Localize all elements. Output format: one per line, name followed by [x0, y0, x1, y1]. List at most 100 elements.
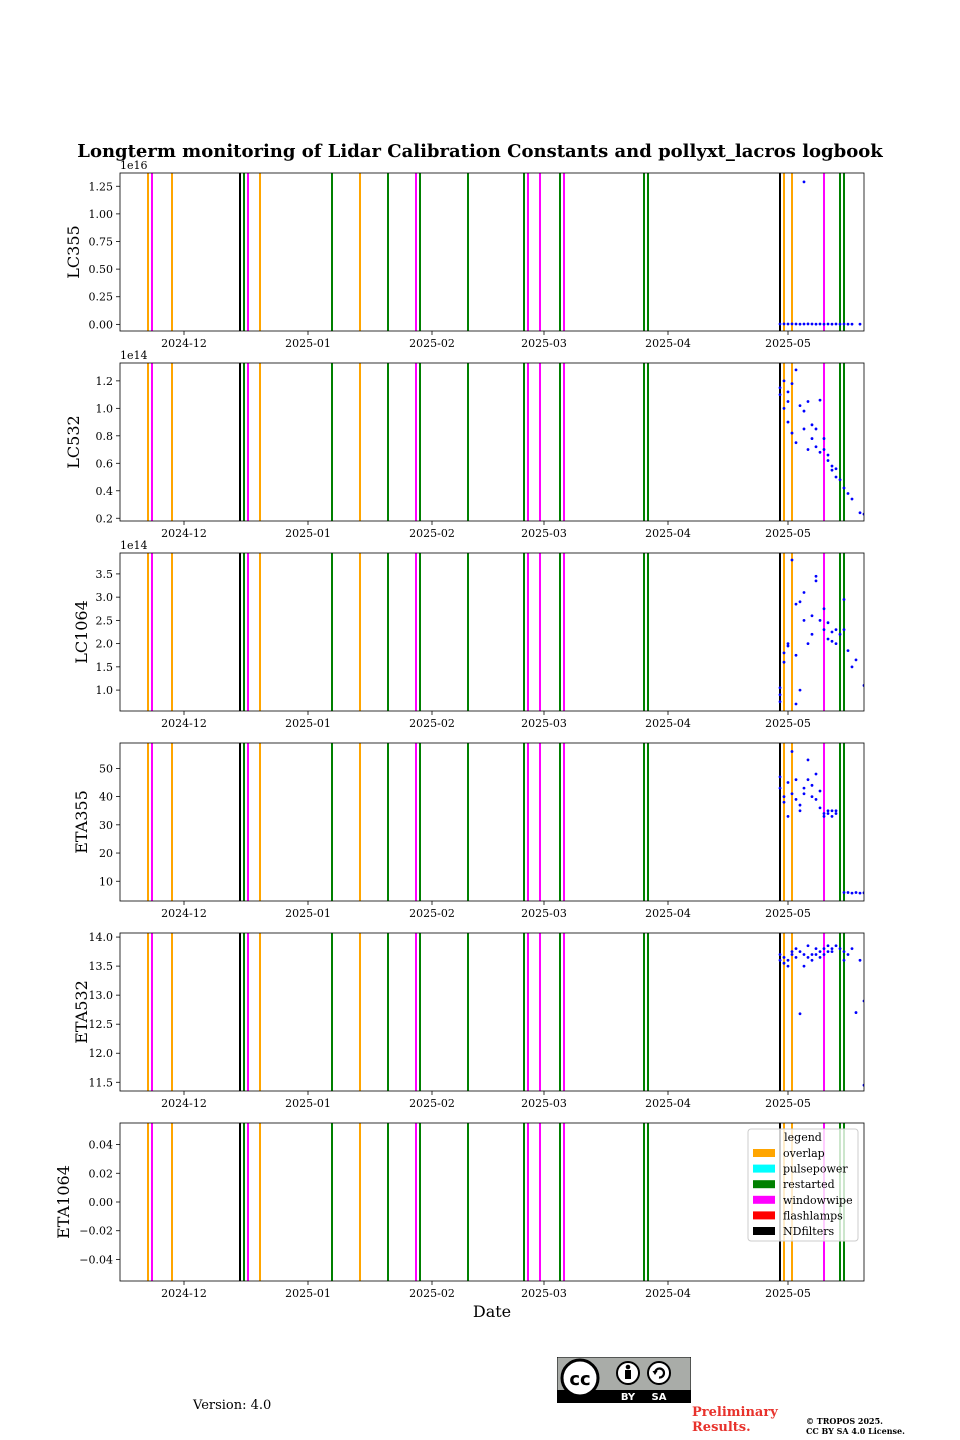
data-point	[794, 947, 798, 951]
y-axis-label: ETA532	[72, 980, 91, 1044]
data-point	[826, 621, 830, 625]
legend-entry-NDfilters: NDfilters	[783, 1225, 834, 1238]
data-point	[830, 468, 834, 472]
panel-plot-area	[147, 363, 864, 521]
y-tick-label: −0.04	[79, 1253, 113, 1266]
data-point	[794, 702, 798, 706]
copyright-note: © TROPOS 2025. CC BY SA 4.0 License.	[806, 1416, 905, 1436]
data-point	[826, 453, 830, 457]
data-point	[826, 459, 830, 462]
copyright-line-2: CC BY SA 4.0 License.	[806, 1426, 905, 1436]
data-point	[842, 950, 846, 953]
panel-lc355: 2024-12 2025-01 2025-02 2025-03 2025-04 2025-…	[64, 159, 865, 350]
data-point	[782, 379, 786, 383]
x-tick-label: 2025-02	[409, 717, 455, 730]
data-point	[830, 630, 834, 634]
legend-swatch-flashlamps	[753, 1211, 775, 1220]
data-point	[818, 450, 822, 454]
data-point	[834, 812, 838, 815]
data-point	[790, 382, 794, 386]
data-point	[778, 393, 782, 396]
data-point	[858, 891, 862, 895]
data-point	[818, 950, 822, 953]
data-point	[826, 950, 830, 953]
x-tick-label: 2024-12	[161, 717, 207, 730]
x-tick-label: 2025-02	[409, 1287, 455, 1300]
data-point	[794, 798, 798, 801]
y-tick-label: 50	[99, 762, 113, 775]
data-point	[798, 322, 802, 326]
y-tick-label: −0.02	[79, 1225, 113, 1238]
data-point	[786, 814, 790, 818]
x-tick-label: 2025-02	[409, 337, 455, 350]
data-point	[826, 944, 830, 948]
y-tick-label: 0.00	[89, 1196, 114, 1209]
panel-eta1064: 2024-12 2025-01 2025-02 2025-03 2025-04 2025-…	[54, 1122, 865, 1300]
x-tick-label: 2024-12	[161, 1287, 207, 1300]
y-offset-text: 1e16	[120, 159, 148, 172]
x-tick-label: 2025-01	[285, 527, 331, 540]
panel-eta355: 2024-12 2025-01 2025-02 2025-03 2025-04 2025-…	[72, 742, 865, 920]
data-point	[818, 789, 822, 793]
preliminary-line-2: Results.	[692, 1420, 751, 1435]
x-tick-label: 2025-03	[521, 717, 567, 730]
y-tick-label: 0.8	[96, 430, 114, 443]
data-point	[822, 448, 826, 451]
data-point	[786, 964, 790, 968]
data-point	[782, 961, 786, 965]
x-tick-label: 2025-03	[521, 907, 567, 920]
legend-box	[747, 1128, 859, 1242]
y-tick-label: 0.6	[96, 457, 114, 470]
data-point	[822, 322, 826, 326]
x-tick-label: 2024-12	[161, 1097, 207, 1110]
data-point	[802, 322, 806, 326]
panel-plot-area	[147, 173, 862, 331]
data-point	[818, 322, 822, 326]
data-point	[786, 958, 790, 962]
panel-lc532: 2024-12 2025-01 2025-02 2025-03 2025-04 2025-…	[64, 349, 865, 540]
data-point	[842, 486, 846, 490]
data-point	[806, 400, 810, 403]
x-axis-label: Date	[473, 1302, 511, 1321]
data-point	[854, 1011, 858, 1014]
data-point	[858, 958, 862, 962]
data-point	[794, 322, 798, 326]
data-point	[810, 953, 814, 956]
y-tick-label: 0.02	[89, 1167, 114, 1180]
data-point	[790, 750, 794, 753]
copyright-line-1: © TROPOS 2025.	[806, 1416, 883, 1426]
data-point	[778, 693, 782, 697]
y-tick-label: 2.0	[96, 638, 114, 651]
data-point	[782, 651, 786, 655]
cc-text: cc	[569, 1369, 590, 1390]
panel-plot-area	[147, 743, 864, 901]
data-point	[822, 607, 826, 611]
y-axis-label: LC1064	[72, 600, 91, 664]
data-point	[822, 814, 826, 818]
panel-lc1064: 2024-12 2025-01 2025-02 2025-03 2025-04 2025-…	[72, 539, 865, 730]
x-tick-label: 2025-01	[285, 717, 331, 730]
data-point	[814, 574, 818, 578]
legend-entry-windowwipe: windowwipe	[783, 1194, 853, 1207]
data-point	[830, 950, 834, 953]
data-point	[838, 322, 842, 326]
data-point	[802, 792, 806, 796]
data-point	[802, 427, 806, 431]
data-point	[822, 437, 826, 440]
data-point	[802, 786, 806, 790]
legend-swatch-NDfilters	[753, 1227, 775, 1235]
data-point	[786, 642, 790, 646]
y-tick-label: 14.0	[89, 931, 114, 944]
data-point	[802, 953, 806, 956]
data-point	[806, 758, 810, 762]
data-point	[846, 322, 850, 326]
x-tick-label: 2025-04	[645, 1287, 691, 1300]
data-point	[826, 637, 830, 641]
x-tick-label: 2025-05	[765, 337, 811, 350]
sa-text: SA	[652, 1392, 667, 1403]
data-point	[806, 778, 810, 782]
data-point	[790, 431, 794, 435]
data-point	[794, 368, 798, 372]
x-tick-label: 2025-01	[285, 1097, 331, 1110]
data-point	[826, 809, 830, 813]
